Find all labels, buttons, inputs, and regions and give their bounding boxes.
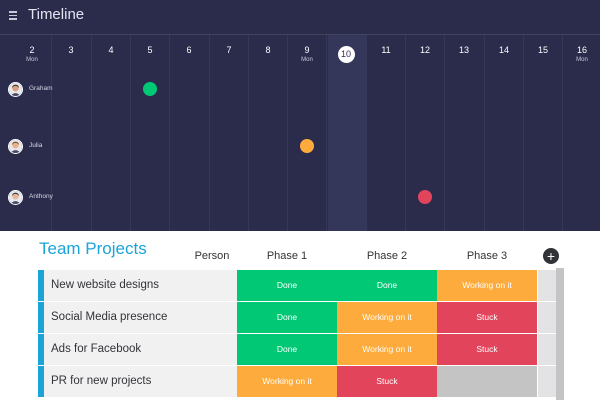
- day-gridline: [91, 35, 92, 231]
- item-name[interactable]: Social Media presence: [44, 302, 226, 333]
- status-cell-phase-1[interactable]: Done: [237, 334, 337, 365]
- status-cell-phase-1[interactable]: Done: [237, 270, 337, 301]
- day-column-11: 11: [366, 44, 406, 56]
- timeline-event-dot[interactable]: [418, 190, 432, 204]
- day-number: 4: [108, 45, 114, 55]
- row-end-cell: [538, 334, 558, 365]
- day-number: 11: [381, 45, 391, 55]
- day-number: 7: [226, 45, 232, 55]
- day-gridline: [169, 35, 170, 231]
- group-color-bar: [38, 366, 44, 397]
- hamburger-menu-icon[interactable]: [9, 11, 20, 20]
- item-name[interactable]: New website designs: [44, 270, 226, 301]
- row-end-cell: [538, 366, 558, 397]
- day-number: 3: [68, 45, 74, 55]
- day-gridline: [405, 35, 406, 231]
- column-header-phase-3[interactable]: Phase 3: [466, 250, 508, 262]
- day-gridline: [287, 35, 288, 231]
- day-column-3: 3: [51, 44, 91, 56]
- day-number: 14: [498, 45, 509, 55]
- day-gridline: [444, 35, 445, 231]
- day-column-6: 6: [169, 44, 209, 56]
- item-name[interactable]: Ads for Facebook: [44, 334, 226, 365]
- day-of-week: Mon: [26, 57, 38, 63]
- timeline-title: Timeline: [28, 6, 85, 23]
- day-number: 6: [186, 45, 192, 55]
- person-name: Anthony: [29, 193, 53, 200]
- status-cell-phase-2[interactable]: Working on it: [337, 334, 437, 365]
- table-row[interactable]: PR for new projects Working on it Stuck: [38, 366, 564, 397]
- status-cell-phase-3[interactable]: Working on it: [437, 270, 537, 301]
- group-color-bar: [38, 334, 44, 365]
- day-column-8: 8: [248, 44, 288, 56]
- timeline-event-dot[interactable]: [300, 139, 314, 153]
- status-cell-phase-3[interactable]: [437, 366, 537, 397]
- day-number: 5: [147, 45, 153, 55]
- timeline-event-dot[interactable]: [143, 82, 157, 96]
- day-number: 13: [458, 45, 469, 55]
- day-column-10: 10: [326, 44, 366, 63]
- table-row[interactable]: Social Media presence Done Working on it St…: [38, 302, 564, 333]
- status-cell-phase-3[interactable]: Stuck: [437, 334, 537, 365]
- day-number: 10: [337, 46, 355, 63]
- status-cell-phase-3[interactable]: Stuck: [437, 302, 537, 333]
- day-gridline: [523, 35, 524, 231]
- day-column-5: 5: [130, 44, 170, 56]
- timeline-panel: Timeline 2 Mon 3 4 5 6 7 8 9 Mon 10 11 12 13 14 15 16 Mon…: [0, 0, 600, 231]
- day-gridline: [326, 35, 327, 231]
- day-column-7: 7: [209, 44, 249, 56]
- day-number: 8: [265, 45, 271, 55]
- person-name: Julia: [29, 142, 43, 149]
- day-column-2: 2 Mon: [12, 44, 52, 64]
- row-end-cell: [538, 270, 558, 301]
- day-column-15: 15: [523, 44, 563, 56]
- avatar[interactable]: [8, 190, 23, 205]
- status-cell-phase-1[interactable]: Done: [237, 302, 337, 333]
- status-cell-phase-1[interactable]: Working on it: [237, 366, 337, 397]
- board-title: Team Projects: [39, 239, 147, 258]
- table-row[interactable]: New website designs Done Done Working on it: [38, 270, 564, 301]
- day-number: 15: [537, 45, 548, 55]
- day-gridline: [130, 35, 131, 231]
- table-row[interactable]: Ads for Facebook Done Working on it Stuck: [38, 334, 564, 365]
- status-cell-phase-2[interactable]: Working on it: [337, 302, 437, 333]
- avatar[interactable]: [8, 82, 23, 97]
- item-name[interactable]: PR for new projects: [44, 366, 226, 397]
- status-cell-phase-2[interactable]: Done: [337, 270, 437, 301]
- day-column-9: 9 Mon: [287, 44, 327, 64]
- person-name: Graham: [29, 85, 53, 92]
- day-column-16: 16 Mon: [562, 44, 600, 64]
- day-gridline: [248, 35, 249, 231]
- day-column-13: 13: [444, 44, 484, 56]
- group-color-bar: [38, 270, 44, 301]
- scrollbar[interactable]: [556, 268, 564, 400]
- status-cell-phase-2[interactable]: Stuck: [337, 366, 437, 397]
- day-column-12: 12: [405, 44, 445, 56]
- group-color-bar: [38, 302, 44, 333]
- day-gridline: [484, 35, 485, 231]
- day-number: 12: [419, 45, 430, 55]
- day-gridline: [562, 35, 563, 231]
- day-of-week: Mon: [301, 57, 313, 63]
- day-number: 9: [304, 45, 310, 55]
- day-gridline: [366, 35, 367, 231]
- day-of-week: Mon: [576, 57, 588, 63]
- day-column-4: 4: [91, 44, 131, 56]
- day-column-14: 14: [484, 44, 524, 56]
- row-end-cell: [538, 302, 558, 333]
- column-header-person[interactable]: Person: [194, 250, 230, 262]
- avatar[interactable]: [8, 139, 23, 154]
- day-number: 2: [29, 45, 35, 55]
- add-column-button[interactable]: +: [543, 248, 559, 264]
- column-header-phase-2[interactable]: Phase 2: [366, 250, 408, 262]
- timeline-header: Timeline: [0, 0, 600, 35]
- today-column-highlight: [328, 35, 367, 231]
- day-number: 16: [576, 45, 587, 55]
- day-gridline: [51, 35, 52, 231]
- day-gridline: [209, 35, 210, 231]
- column-header-phase-1[interactable]: Phase 1: [266, 250, 308, 262]
